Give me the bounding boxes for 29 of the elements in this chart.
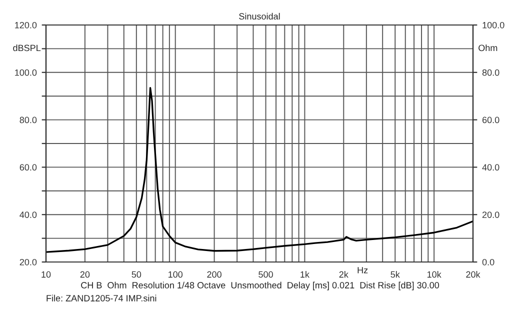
- x-axis-title: Hz: [358, 267, 368, 274]
- x-tick-label: 2k: [339, 271, 348, 278]
- y-tick-label: 40.0: [20, 212, 37, 218]
- y2-tick-label: 20.0: [482, 212, 500, 218]
- y-tick-label: 120.0: [15, 22, 37, 28]
- y-axis-title: dBSPL: [13, 44, 41, 52]
- x-tick-label: 50: [132, 271, 142, 278]
- x-tick-label: 10k: [427, 271, 442, 278]
- x-tick-label: 10: [42, 271, 51, 278]
- y2-tick-label: 40.0: [482, 164, 500, 171]
- x-tick-label: 20k: [466, 271, 480, 278]
- x-tick-label: 500: [258, 271, 273, 278]
- y-tick-label: 100.0: [15, 69, 37, 76]
- y-tick-label: 60.0: [20, 164, 37, 171]
- text: File: ZAND1205-74 IMP.sini: [46, 294, 156, 302]
- x-tick-label: 1k: [300, 271, 310, 278]
- y2-tick-label: 80.0: [482, 69, 500, 76]
- y2-axis-title: Ohm: [478, 44, 498, 52]
- x-tick-label: 200: [207, 271, 222, 278]
- y2-tick-label: 60.0: [482, 116, 500, 124]
- y2-tick-label: 100.0: [482, 22, 504, 28]
- x-tick-label: 5k: [390, 271, 400, 278]
- text: CH B Ohm Resolution 1/48 Octave Unsmoothed Delay [ms] 0.021 Dist Rise [dB] 30.00: [81, 282, 440, 290]
- y2-tick-label: 0.0: [482, 258, 494, 266]
- chart-title: Sinusoidal: [239, 12, 280, 20]
- y-tick-label: 20.0: [20, 258, 37, 266]
- y-tick-label: 80.0: [20, 116, 37, 124]
- x-tick-label: 20: [80, 271, 90, 278]
- x-tick-label: 100: [168, 271, 183, 278]
